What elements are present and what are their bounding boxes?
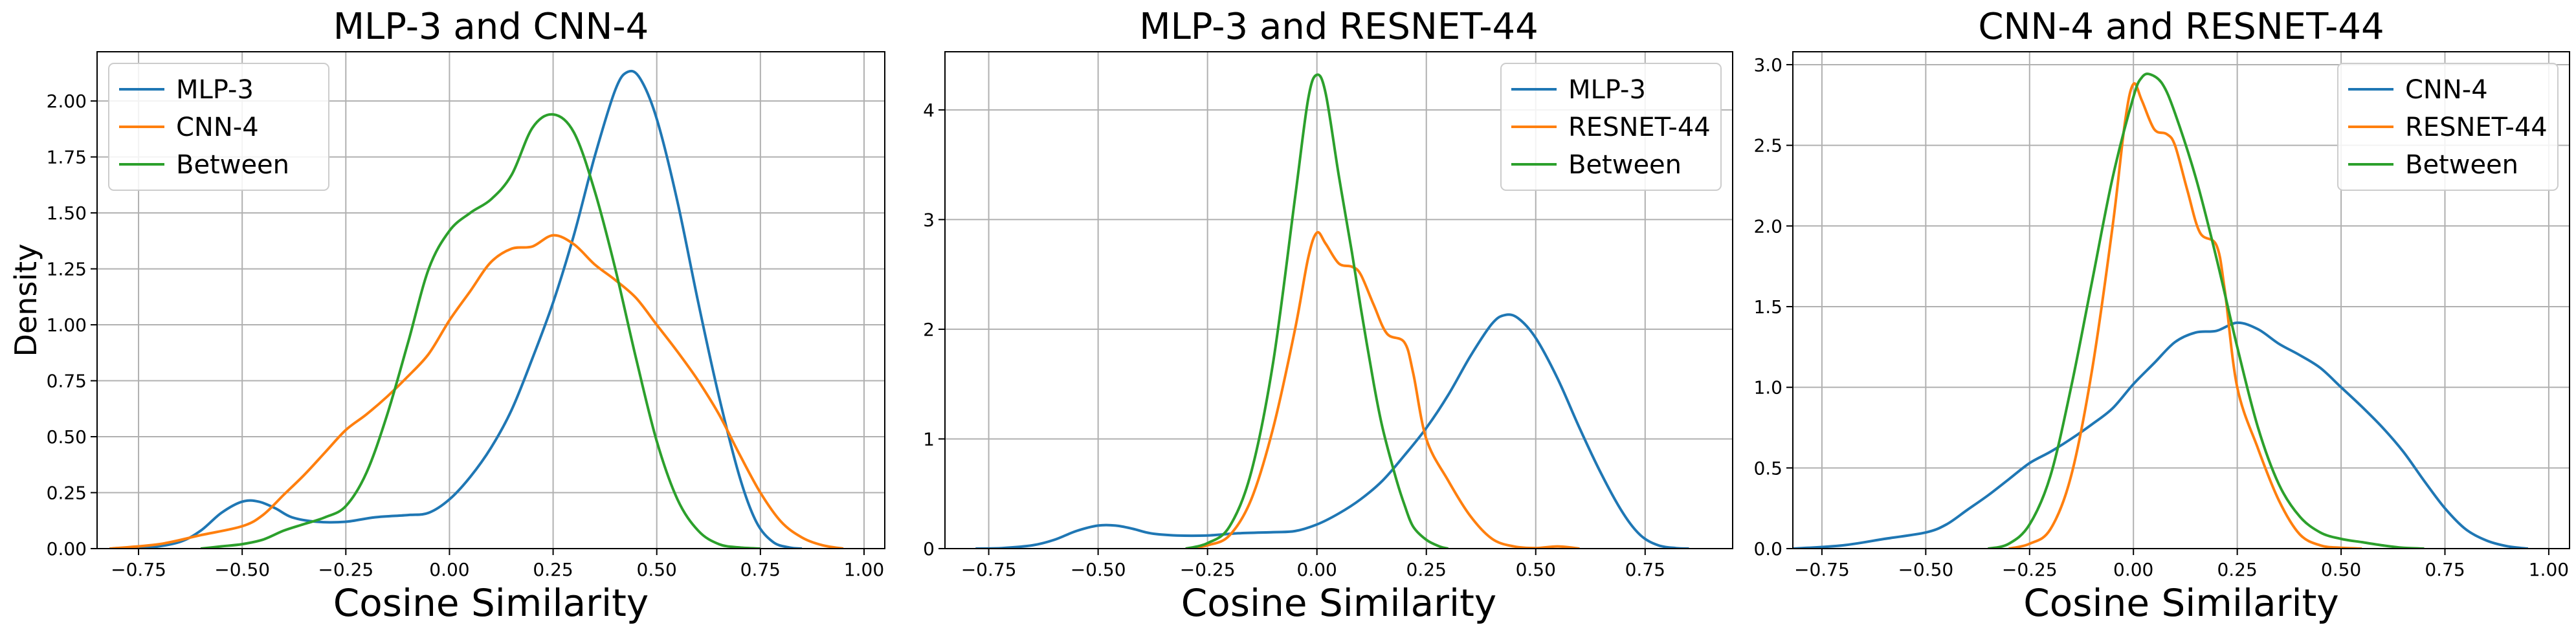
- series-line-cnn-4: [109, 234, 844, 549]
- x-tick-label: 0.50: [1516, 559, 1556, 580]
- y-tick-label: 0.75: [47, 371, 87, 392]
- legend-entry: RESNET-44: [2405, 113, 2548, 142]
- legend-entry: Between: [2405, 150, 2518, 180]
- x-tick-label: 0.00: [2113, 559, 2153, 580]
- x-tick-label: −0.50: [1898, 559, 1953, 580]
- y-tick-label: 2.0: [1753, 215, 1782, 237]
- x-axis-label: Cosine Similarity: [2023, 581, 2338, 625]
- legend-entry: MLP-3: [1568, 75, 1646, 105]
- legend-entry: Between: [176, 150, 289, 180]
- grid: [97, 52, 885, 549]
- series-line-resnet-44: [1185, 231, 1580, 549]
- chart-title: MLP-3 and CNN-4: [333, 6, 649, 48]
- series-line-between: [1185, 73, 1449, 549]
- y-tick-label: 0: [923, 538, 935, 560]
- chart-panel-1: −0.75 −0.50 −0.25 0.00 0.25 0.50 0.75 1.00 0.00 0…: [8, 6, 885, 625]
- y-tick-label: 2.5: [1753, 135, 1782, 157]
- legend-entry: Between: [1568, 150, 1682, 180]
- x-tick-label: 0.25: [1406, 559, 1447, 580]
- y-tick-label: 0.0: [1753, 538, 1782, 560]
- y-tick-label: 1: [923, 428, 935, 450]
- legend: MLP-3 RESNET-44 Between: [1500, 63, 1722, 191]
- legend: CNN-4 RESNET-44 Between: [2337, 63, 2559, 191]
- legend-entry: RESNET-44: [1568, 113, 1711, 142]
- axes-frame: [1792, 51, 2570, 549]
- x-axis-label: Cosine Similarity: [333, 581, 649, 625]
- x-tick-label: −0.75: [111, 559, 166, 580]
- x-tick-label: 0.75: [740, 559, 781, 580]
- y-tick-label: 2.00: [47, 91, 87, 112]
- y-tick-label: 1.25: [47, 259, 87, 280]
- x-tick-label: 0.50: [637, 559, 677, 580]
- y-tick-label: 0.50: [47, 426, 87, 448]
- y-tick-label: 1.00: [47, 314, 87, 336]
- x-tick-label: 0.75: [1625, 559, 1665, 580]
- x-tick-label: −0.25: [1180, 559, 1236, 580]
- y-tick-label: 0.5: [1753, 457, 1782, 479]
- x-tick-label: 1.00: [844, 559, 884, 580]
- legend-entry: CNN-4: [2405, 75, 2488, 105]
- x-tick-label: −0.75: [1794, 559, 1850, 580]
- legend-entry: MLP-3: [176, 75, 254, 105]
- series-line-cnn-4: [1793, 321, 2529, 549]
- x-tick-label: 0.00: [1297, 559, 1337, 580]
- series-line-between: [200, 113, 761, 549]
- chart-title: CNN-4 and RESNET-44: [1978, 6, 2384, 48]
- x-tick-label: 0.00: [429, 559, 469, 580]
- y-tick-label: 0.25: [47, 483, 87, 504]
- x-tick-label: 0.25: [2217, 559, 2257, 580]
- y-tick-label: 0.00: [47, 538, 87, 560]
- series-line-between: [1988, 72, 2425, 549]
- y-tick-label: 2: [923, 319, 935, 340]
- y-tick-label: 1.50: [47, 202, 87, 224]
- legend-box: [2337, 63, 2559, 191]
- x-tick-label: −0.75: [961, 559, 1017, 580]
- axes-frame: [944, 51, 1733, 549]
- x-tick-label: −0.25: [318, 559, 373, 580]
- y-tick-label: 1.0: [1753, 377, 1782, 399]
- series-line-mlp-3: [975, 313, 1689, 549]
- y-axis-label: Density: [8, 244, 43, 357]
- legend-box: [108, 63, 329, 191]
- series-line-resnet-44: [2008, 82, 2362, 549]
- y-tick-label: 3: [923, 209, 935, 230]
- x-tick-label: −0.25: [2002, 559, 2058, 580]
- x-tick-label: 1.00: [2529, 559, 2569, 580]
- x-tick-label: 0.25: [533, 559, 573, 580]
- series-group: [109, 69, 844, 549]
- chart-panel-2: −0.75 −0.50 −0.25 0.00 0.25 0.50 0.75 0 1 2 3 4 MLP-…: [923, 6, 1733, 625]
- x-tick-label: 0.75: [2425, 559, 2465, 580]
- y-tick-label: 3.0: [1753, 54, 1782, 76]
- axes-frame: [96, 51, 885, 549]
- y-tick-label: 1.5: [1753, 296, 1782, 318]
- y-tick-label: 4: [923, 100, 935, 121]
- x-axis-label: Cosine Similarity: [1181, 581, 1496, 625]
- x-tick-label: −0.50: [1071, 559, 1126, 580]
- series-group: [1793, 72, 2529, 549]
- legend: MLP-3 CNN-4 Between: [108, 63, 329, 191]
- chart-panel-3: −0.75 −0.50 −0.25 0.00 0.25 0.50 0.75 1.00 0.0 0.…: [1753, 6, 2570, 625]
- legend-box: [1500, 63, 1722, 191]
- legend-entry: CNN-4: [176, 113, 259, 142]
- series-line-mlp-3: [126, 69, 803, 549]
- x-tick-label: 0.50: [2321, 559, 2361, 580]
- chart-title: MLP-3 and RESNET-44: [1139, 6, 1538, 48]
- series-group: [975, 73, 1689, 549]
- x-tick-label: −0.50: [214, 559, 270, 580]
- y-tick-label: 1.75: [47, 147, 87, 168]
